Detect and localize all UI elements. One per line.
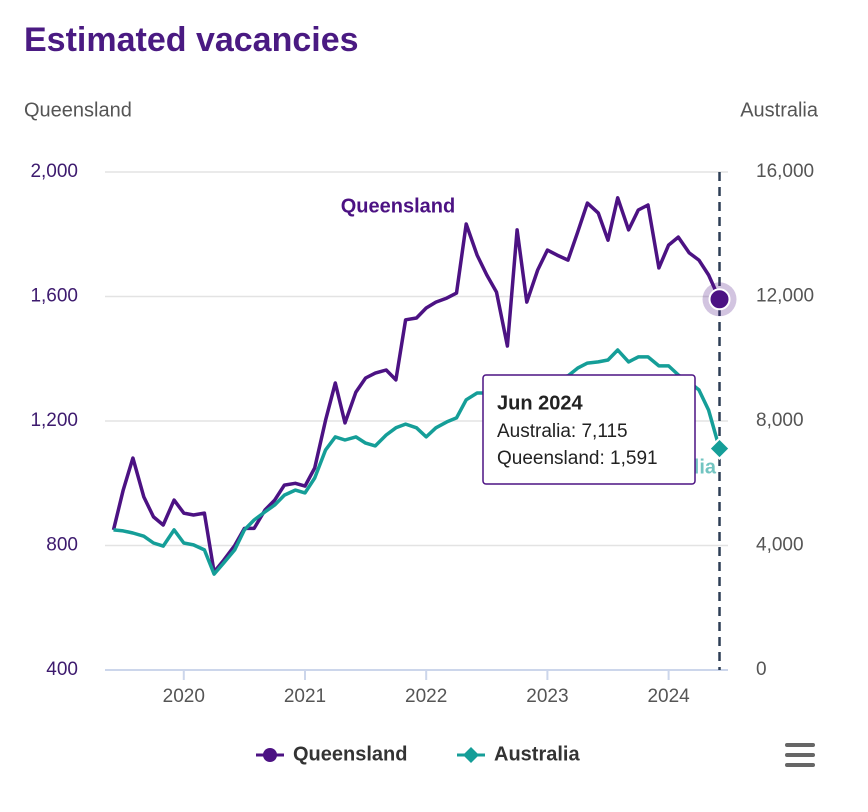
y-axis-title: Queensland (24, 99, 132, 121)
x-tick-label: 2020 (163, 686, 205, 707)
y-tick-label: 2,000 (30, 161, 78, 182)
y2-tick-label: 12,000 (756, 286, 814, 307)
grid: 400 800 1,200 1,600 2,000 0 4,000 8,000 12,000 16… (30, 161, 814, 707)
legend-label: Australia (494, 743, 580, 765)
y-tick-label: 400 (46, 659, 78, 680)
y2-tick-label: 0 (756, 659, 767, 680)
x-tick-label: 2023 (526, 686, 568, 707)
legend: Queensland Australia (256, 743, 580, 765)
annotation: Queensland (341, 195, 455, 217)
y2-tick-label: 16,000 (756, 161, 814, 182)
tooltip-title: Jun 2024 (497, 392, 583, 414)
legend-symbol (463, 747, 479, 763)
tooltip-line: Queensland: 1,591 (497, 448, 658, 469)
tooltip-line: Australia: 7,115 (497, 421, 628, 442)
series-line (113, 348, 722, 576)
y-tick-label: 1,600 (30, 286, 78, 307)
hover-marker (708, 288, 731, 311)
plot-area (111, 196, 722, 576)
chart-title: Estimated vacancies (24, 21, 359, 59)
y2-tick-label: 4,000 (756, 535, 804, 556)
legend-item[interactable]: Queensland (256, 743, 407, 765)
y2-tick-label: 8,000 (756, 410, 804, 431)
y-tick-label: 800 (46, 535, 78, 556)
y-tick-label: 1,200 (30, 410, 78, 431)
y2-axis-title: Australia (740, 99, 819, 121)
legend-item[interactable]: Australia (457, 743, 580, 765)
x-tick-label: 2022 (405, 686, 447, 707)
legend-symbol (263, 748, 277, 762)
x-tick-label: 2024 (647, 686, 690, 707)
tooltip-box (482, 374, 696, 485)
menu-button[interactable] (785, 743, 815, 767)
hover-marker (708, 437, 731, 460)
tooltip: Jun 2024 Australia: 7,115 Queensland: 1,59… (482, 374, 696, 485)
legend-label: Queensland (293, 743, 407, 765)
x-tick-label: 2021 (284, 686, 326, 707)
